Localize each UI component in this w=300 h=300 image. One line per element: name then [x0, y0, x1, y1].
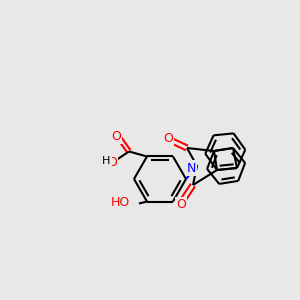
Text: O: O	[111, 130, 121, 143]
Text: H: H	[102, 157, 110, 166]
Text: N: N	[186, 161, 196, 175]
Text: O: O	[176, 199, 186, 212]
Text: HO: HO	[111, 196, 130, 209]
Text: O: O	[107, 156, 117, 169]
Text: O: O	[163, 131, 173, 145]
